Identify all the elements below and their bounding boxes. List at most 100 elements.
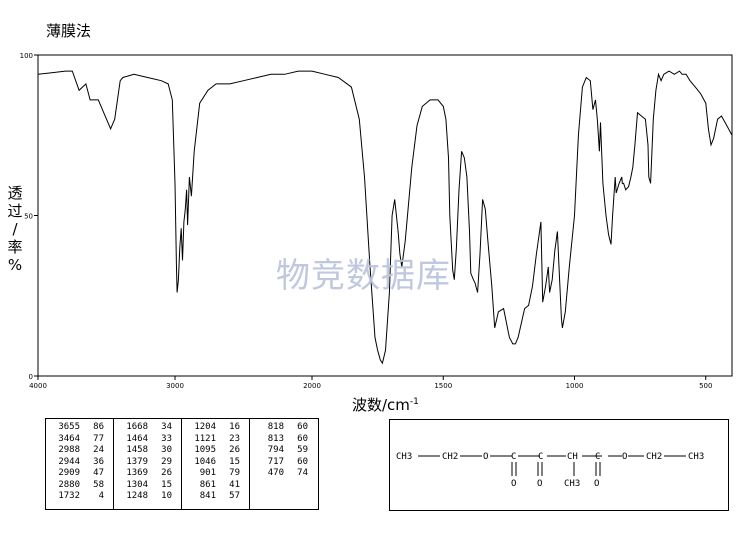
- peak-wavenumber: 901: [199, 468, 216, 478]
- peak-wavenumber: 1046: [194, 456, 216, 467]
- ir-spectrum-chart: 0 50 100 4000 3000 2000 1500 1000 500: [20, 52, 733, 390]
- y-label-char: %: [7, 256, 23, 274]
- peak-column: 1204 16 1121 23 1095 26 1046 15 901 79 861 41 841 57: [182, 419, 250, 509]
- peak-wavenumber: 717: [267, 456, 284, 467]
- atom-o-carbonyl-mid: O: [537, 479, 542, 489]
- peak-transmittance: 60: [297, 456, 308, 467]
- peak-transmittance: 16: [229, 422, 240, 432]
- peak-row: 1248 10: [114, 491, 181, 503]
- peak-row: 901 79: [182, 468, 249, 480]
- peak-column: 3655 86 3464 77 2988 24 2944 36 2909 47 2880 58 1732…: [46, 419, 114, 509]
- peak-row: 1458 30: [114, 445, 181, 457]
- peak-transmittance: 26: [229, 445, 240, 455]
- peak-wavenumber: 1668: [126, 422, 148, 432]
- peak-transmittance: 23: [229, 433, 240, 444]
- peak-wavenumber: 794: [267, 445, 284, 455]
- peak-wavenumber: 1304: [126, 479, 148, 490]
- peak-row: 2880 58: [46, 480, 113, 492]
- peak-transmittance: 60: [297, 422, 308, 432]
- peak-wavenumber: 818: [267, 422, 284, 432]
- atom-ch2-left: CH2: [442, 452, 458, 462]
- peak-table: 3655 86 3464 77 2988 24 2944 36 2909 47 2880 58 1732…: [45, 418, 319, 510]
- atom-o-carbonyl-left: O: [511, 479, 516, 489]
- x-axis-ticks: 4000 3000 2000 1500 1000 500: [29, 376, 712, 390]
- peak-row: 813 60: [250, 434, 318, 446]
- peak-row: 794 59: [250, 445, 318, 457]
- peak-transmittance: 79: [229, 468, 240, 478]
- peak-row: 1369 26: [114, 468, 181, 480]
- peak-transmittance: 74: [297, 468, 308, 478]
- peak-transmittance: 58: [93, 479, 104, 490]
- atom-ch: CH: [567, 452, 578, 462]
- peak-transmittance: 59: [297, 445, 308, 455]
- peak-row: 1095 26: [182, 445, 249, 457]
- peak-row: 1204 16: [182, 422, 249, 434]
- peak-transmittance: 86: [93, 422, 104, 432]
- transmittance-line: [37, 70, 733, 365]
- peak-transmittance: 60: [297, 433, 308, 444]
- peak-row: 717 60: [250, 457, 318, 469]
- structure-box: CH3 CH2 O C C CH C O CH2 CH3 O O CH3 O: [389, 419, 729, 511]
- x-tick-label: 1500: [434, 382, 452, 390]
- peak-wavenumber: 813: [267, 433, 284, 444]
- peak-wavenumber: 861: [199, 479, 216, 490]
- peak-wavenumber: 1732: [58, 491, 80, 501]
- peak-row: 861 41: [182, 480, 249, 492]
- y-tick-label: 50: [24, 213, 33, 221]
- peak-wavenumber: 1204: [194, 422, 216, 432]
- atom-ch3-branch: CH3: [564, 479, 580, 489]
- atom-o-ether-left: O: [483, 452, 488, 462]
- peak-row: 1464 33: [114, 434, 181, 446]
- x-label-text: 波数/cm: [352, 396, 410, 414]
- atom-c-ester-right: C: [595, 452, 600, 462]
- atom-c-ester-left: C: [511, 452, 516, 462]
- peak-row: 818 60: [250, 422, 318, 434]
- peak-wavenumber: 1379: [126, 456, 148, 467]
- peak-row: 3655 86: [46, 422, 113, 434]
- peak-row: 1304 15: [114, 480, 181, 492]
- peak-row: 470 74: [250, 468, 318, 480]
- peak-row: 3464 77: [46, 434, 113, 446]
- x-tick-label: 2000: [303, 382, 321, 390]
- y-label-sep: /: [12, 220, 18, 238]
- y-label-char: 率: [7, 238, 23, 256]
- peak-transmittance: 24: [93, 445, 104, 455]
- peak-wavenumber: 2909: [58, 468, 80, 478]
- x-tick-label: 4000: [29, 382, 47, 390]
- peak-row: 2909 47: [46, 468, 113, 480]
- peak-wavenumber: 3655: [58, 422, 80, 432]
- y-axis-ticks: 0 50 100: [20, 52, 38, 381]
- atom-o-ether-right: O: [622, 452, 627, 462]
- peak-transmittance: 30: [161, 445, 172, 455]
- atom-ch3-left: CH3: [396, 452, 412, 462]
- peak-wavenumber: 1458: [126, 445, 148, 455]
- peak-transmittance: 36: [93, 456, 104, 467]
- y-label-char: 透: [7, 184, 23, 202]
- atom-c-ketone: C: [538, 452, 543, 462]
- peak-transmittance: 33: [161, 433, 172, 444]
- y-tick-label: 0: [29, 373, 33, 381]
- x-tick-label: 500: [699, 382, 712, 390]
- peak-wavenumber: 1121: [194, 433, 216, 444]
- y-axis-label: 透 过 / 率 %: [4, 184, 26, 274]
- peak-row: 1732 4: [46, 491, 113, 503]
- peak-transmittance: 57: [229, 491, 240, 501]
- peak-wavenumber: 1248: [126, 491, 148, 501]
- plot-frame: [37, 54, 733, 377]
- peak-row: 1379 29: [114, 457, 181, 469]
- peak-row: 2988 24: [46, 445, 113, 457]
- peak-transmittance: 47: [93, 468, 104, 478]
- peak-transmittance: 41: [229, 479, 240, 490]
- peak-wavenumber: 1369: [126, 468, 148, 478]
- peak-wavenumber: 2988: [58, 445, 80, 455]
- peak-transmittance: 4: [98, 491, 104, 501]
- peak-wavenumber: 841: [199, 491, 216, 501]
- peak-wavenumber: 1095: [194, 445, 216, 455]
- method-label: 薄膜法: [46, 22, 92, 40]
- peak-transmittance: 26: [161, 468, 172, 478]
- y-label-char: 过: [7, 202, 23, 220]
- peak-wavenumber: 1464: [126, 433, 148, 444]
- peak-row: 1668 34: [114, 422, 181, 434]
- peak-row: 841 57: [182, 491, 249, 503]
- peak-column: 1668 34 1464 33 1458 30 1379 29 1369 26 1304 15 1248…: [114, 419, 182, 509]
